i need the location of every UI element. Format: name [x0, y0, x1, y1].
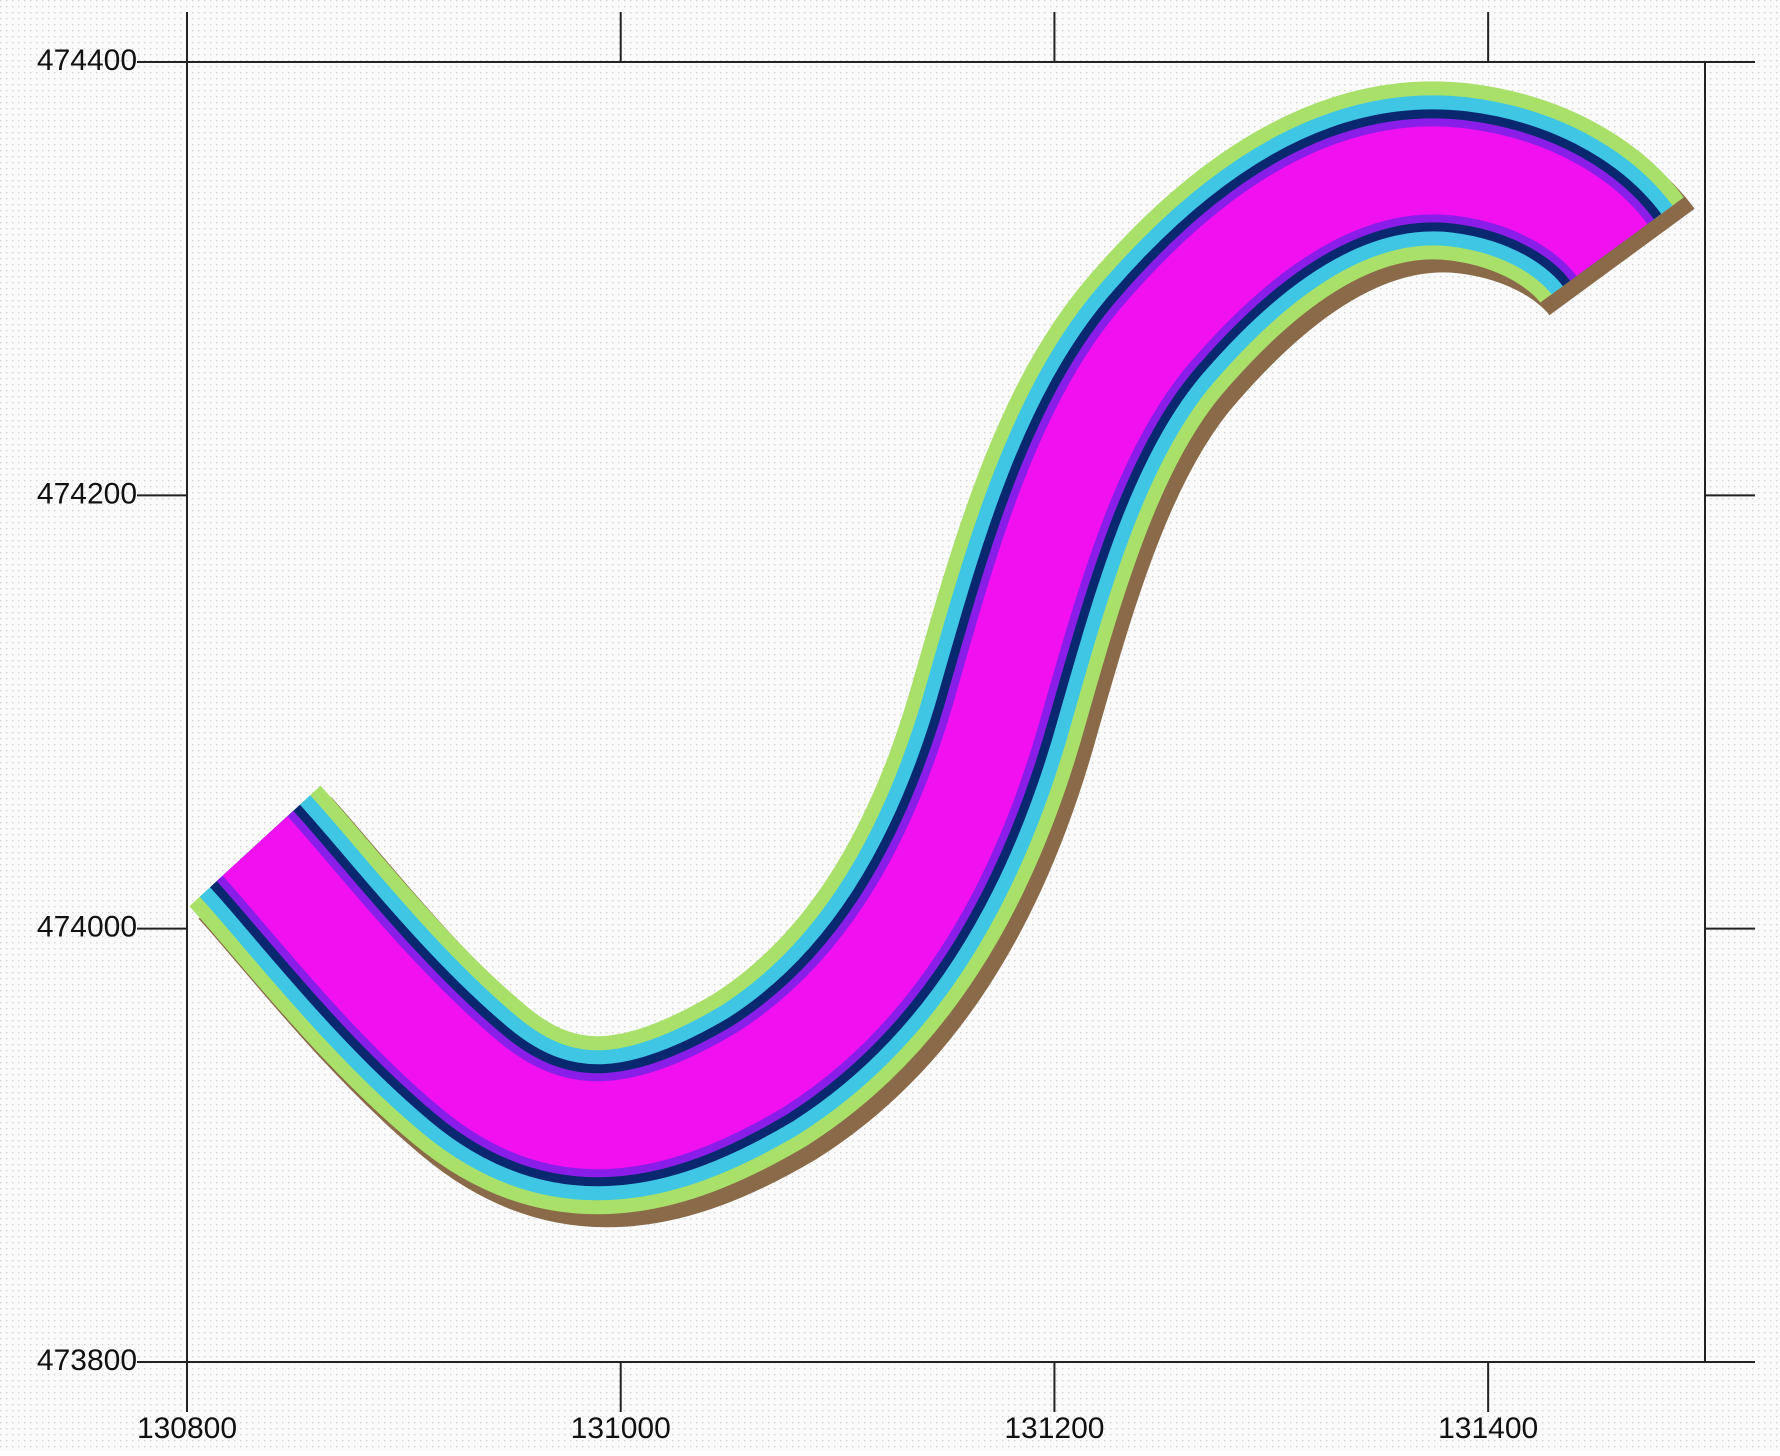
- x-tick-label: 131000: [571, 1412, 671, 1445]
- y-tick-label: 474400: [37, 44, 137, 77]
- x-tick-label: 131400: [1438, 1412, 1538, 1445]
- river-magenta: [222, 126, 1648, 1170]
- x-tick-label: 130800: [137, 1412, 237, 1445]
- axes: 130800 131000 131200 131400 473800 474000 4742…: [37, 12, 1755, 1445]
- y-tick-label: 473800: [37, 1344, 137, 1377]
- river-contours: [189, 81, 1695, 1228]
- y-tick-label: 474200: [37, 477, 137, 510]
- y-tick-label: 474000: [37, 911, 137, 944]
- x-tick-label: 131200: [1004, 1412, 1104, 1445]
